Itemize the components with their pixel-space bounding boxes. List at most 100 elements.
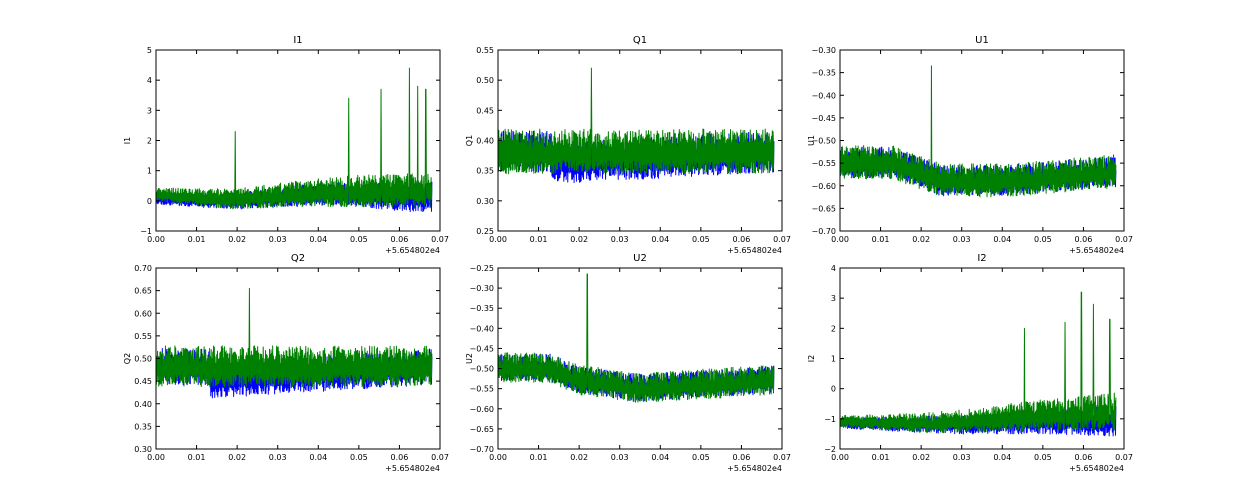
x-tick-label: 0.07 [431,235,449,244]
series-2-line [498,67,775,175]
axes-frame [497,267,783,450]
x-tick-label: 0.07 [431,453,449,462]
x-tick-label: 0.04 [309,453,327,462]
y-tick-label: 0.55 [134,332,152,341]
plot-area [840,291,1117,437]
x-tick-label: 0.00 [489,235,507,244]
plot-area [498,67,775,184]
x-tick-label: 0.05 [1034,453,1052,462]
series-2-line [156,67,433,210]
x-tick-label: 0.05 [350,235,368,244]
y-tick-label: 2 [147,137,152,146]
x-tick-label: 0.04 [651,453,669,462]
x-offset-label: +5.654802e4 [385,464,440,473]
y-tick-label: −0.25 [469,264,494,273]
x-tick-label: 0.01 [530,453,548,462]
y-tick-label: −0.55 [469,385,494,394]
y-tick-label: 0.30 [476,197,494,206]
y-tick-label: 0.70 [134,264,152,273]
y-tick-label: 4 [147,76,152,85]
y-tick-label: 5 [147,46,152,55]
y-tick-label: 0.25 [476,227,494,236]
x-tick-label: 0.07 [1115,235,1133,244]
x-tick-label: 0.07 [773,235,791,244]
y-tick-label: −0.40 [811,91,836,100]
subplot-u1: 0.00 0.01 0.02 0.03 0.04 0.05 0.06 0.07 +5.65480… [807,35,1133,255]
plot-area [156,287,433,399]
x-tick-label: 0.07 [1115,453,1133,462]
x-tick-label: 0.06 [1075,453,1093,462]
series-2-line [498,273,775,403]
y-tick-label: −1 [824,415,836,424]
y-axis-label: U2 [465,353,474,364]
y-tick-label: 0.45 [134,377,152,386]
y-tick-label: −0.65 [469,425,494,434]
y-tick-label: −0.35 [469,304,494,313]
y-tick-label: 3 [147,106,152,115]
x-tick-label: 0.00 [831,235,849,244]
x-tick-label: 0.06 [733,235,751,244]
x-tick-label: 0.02 [570,235,588,244]
y-tick-label: −0.30 [811,46,836,55]
y-tick-label: 1 [147,167,152,176]
x-offset-label: +5.654802e4 [1069,464,1124,473]
y-tick-label: 0.40 [134,400,152,409]
subplot-i2: 0.00 0.01 0.02 0.03 0.04 0.05 0.06 0.07 +5.65480… [807,253,1133,473]
plot-area [840,65,1117,198]
x-tick-label: 0.06 [391,453,409,462]
x-tick-label: 0.05 [692,235,710,244]
axes-frame [839,49,1125,232]
x-tick-label: 0.00 [489,453,507,462]
x-tick-label: 0.03 [953,453,971,462]
x-tick-label: 0.01 [188,235,206,244]
y-tick-label: −0.50 [469,365,494,374]
y-tick-label: 0.35 [134,422,152,431]
x-tick-label: 0.00 [147,235,165,244]
y-tick-label: −0.60 [811,182,836,191]
x-tick-label: 0.06 [1075,235,1093,244]
x-tick-label: 0.02 [228,235,246,244]
y-tick-label: −2 [824,445,836,454]
plot-area [498,273,775,403]
y-tick-label: −0.50 [811,137,836,146]
x-tick-label: 0.02 [228,453,246,462]
x-tick-label: 0.04 [651,235,669,244]
y-tick-label: −0.65 [811,204,836,213]
y-tick-label: −0.40 [469,324,494,333]
x-tick-label: 0.06 [733,453,751,462]
y-tick-label: −0.60 [469,405,494,414]
subplot-title: Q1 [633,35,647,46]
x-tick-label: 0.01 [872,235,890,244]
y-axis-label: I1 [123,137,132,144]
x-tick-label: 0.03 [611,235,629,244]
x-tick-label: 0.00 [147,453,165,462]
y-tick-label: −0.45 [811,114,836,123]
x-offset-label: +5.654802e4 [1069,246,1124,255]
y-tick-label: −1 [140,227,152,236]
y-tick-label: −0.70 [811,227,836,236]
subplot-u2: 0.00 0.01 0.02 0.03 0.04 0.05 0.06 0.07 +5.65480… [465,253,791,473]
x-tick-label: 0.01 [188,453,206,462]
x-tick-label: 0.06 [391,235,409,244]
y-tick-label: 0.55 [476,46,494,55]
y-tick-label: 0.35 [476,167,494,176]
x-tick-label: 0.01 [530,235,548,244]
y-axis-label: I2 [807,355,816,362]
y-tick-label: −0.45 [469,344,494,353]
subplot-title: U1 [975,35,989,46]
y-axis-label: Q2 [123,353,132,364]
y-tick-label: 3 [831,294,836,303]
subplot-title: I1 [293,35,302,46]
x-tick-label: 0.04 [993,235,1011,244]
y-tick-label: 0.60 [134,309,152,318]
y-tick-label: −0.30 [469,284,494,293]
x-offset-label: +5.654802e4 [727,246,782,255]
subplot-q1: 0.00 0.01 0.02 0.03 0.04 0.05 0.06 0.07 +5.65480… [465,35,791,255]
x-tick-label: 0.03 [611,453,629,462]
y-tick-label: 0 [831,385,836,394]
x-tick-label: 0.00 [831,453,849,462]
y-tick-label: 0.50 [476,76,494,85]
subplot-i1: 0.00 0.01 0.02 0.03 0.04 0.05 0.06 0.07 +5.65480… [123,35,449,255]
y-tick-label: 0.30 [134,445,152,454]
x-tick-label: 0.03 [953,235,971,244]
